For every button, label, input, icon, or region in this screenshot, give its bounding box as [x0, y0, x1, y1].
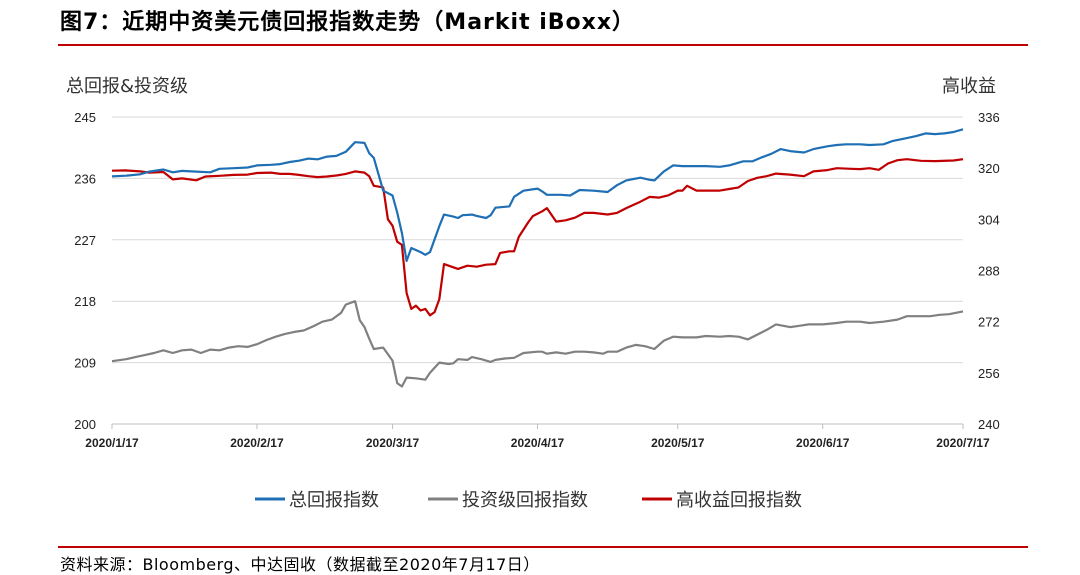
y-right-tick-label: 336: [978, 110, 1000, 125]
y-right-tick-label: 240: [978, 417, 1000, 432]
series-line-2: [111, 158, 964, 317]
grid-lines: [112, 116, 963, 425]
y-right-axis-label: 高收益: [942, 76, 996, 97]
x-tick-label: 2020/2/17: [230, 436, 284, 450]
series-layer: [111, 128, 964, 388]
y-left-tick-label: 200: [74, 417, 96, 432]
y-right-tick-label: 320: [978, 161, 1000, 176]
x-tick-label: 2020/3/17: [366, 436, 420, 450]
legend-label: 总回报指数: [289, 490, 379, 511]
series-line-1: [111, 300, 964, 388]
y-left-tick-label: 227: [74, 233, 96, 248]
y-right-tick-label: 288: [978, 264, 1000, 279]
y-left-tick-label: 245: [74, 110, 96, 125]
y-left-axis-label: 总回报&投资级: [66, 76, 188, 97]
y-left-tick-label: 218: [74, 294, 96, 309]
x-tick-label: 2020/5/17: [651, 436, 705, 450]
x-tick-label: 2020/1/17: [85, 436, 139, 450]
y-right-tick-label: 304: [978, 212, 1000, 227]
y-left-tick-label: 209: [74, 356, 96, 371]
legend-label: 投资级回报指数: [462, 490, 588, 511]
y-right-tick-label: 272: [978, 315, 1000, 330]
y-right-tick-label: 256: [978, 366, 1000, 381]
x-axis: 2020/1/17 2020/2/17 2020/3/17 2020/4/17 2020…: [85, 424, 990, 450]
y-right-axis: 336 320 304 288 272 256 240: [978, 110, 1000, 432]
chart-title: 图7：近期中资美元债回报指数走势（Markit iBoxx）: [60, 10, 636, 35]
source-note: 资料来源：Bloomberg、中达固收（数据截至2020年7月17日）: [60, 555, 540, 574]
legend: 总回报指数 投资级回报指数 高收益回报指数: [255, 490, 802, 511]
x-tick-label: 2020/4/17: [511, 436, 565, 450]
y-left-axis: 245 236 227 218 209 200: [74, 110, 96, 432]
title-rule: [58, 44, 1028, 46]
x-tick-label: 2020/7/17: [936, 436, 990, 450]
y-left-tick-label: 236: [74, 171, 96, 186]
legend-label: 高收益回报指数: [676, 490, 802, 511]
x-tick-label: 2020/6/17: [796, 436, 850, 450]
source-rule: [58, 546, 1028, 548]
series-line-0: [111, 128, 964, 262]
